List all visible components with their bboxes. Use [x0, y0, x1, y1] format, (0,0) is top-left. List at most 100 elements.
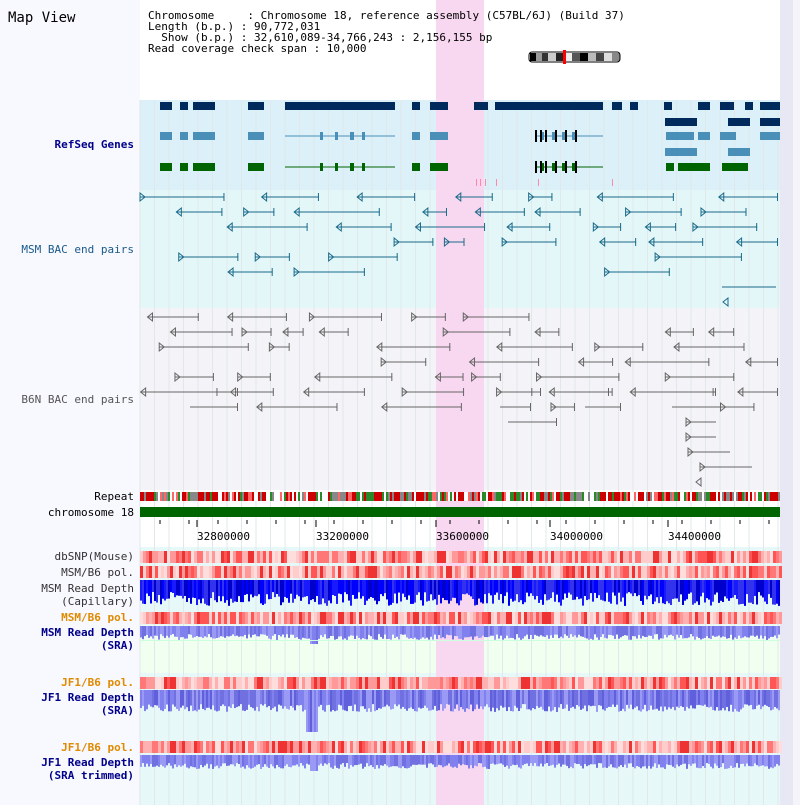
track-label-jf1-depth-trimmed[interactable]: JF1 Read Depth (SRA trimmed) [0, 756, 134, 782]
jf1-b6-pol-cell [200, 677, 203, 689]
msm-capillary-depth-bar [322, 580, 324, 599]
track-label-msm-depth-sra[interactable]: MSM Read Depth (SRA) [0, 626, 134, 652]
msm-b6-pol-cell [230, 566, 233, 578]
repeat-element [406, 492, 408, 501]
msm-sra-depth-bar [704, 626, 706, 638]
jf1-b6-pol2-cell [485, 741, 488, 753]
msm-capillary-depth-bar [654, 580, 656, 602]
jf1-trimmed-depth-bar [318, 755, 320, 766]
msm-capillary-depth-bar [348, 580, 350, 601]
msm-capillary-depth-bar [210, 580, 212, 599]
jf1-b6-pol-cell [470, 677, 473, 689]
msm-capillary-depth-bar [652, 580, 654, 605]
repeat-element [158, 492, 160, 501]
msm-capillary-depth-bar [194, 580, 196, 599]
repeat-element [468, 492, 470, 501]
jf1-trimmed-depth-bar [326, 755, 328, 765]
refseq-gene-row1-exon [285, 102, 395, 110]
msm-capillary-depth-bar [620, 580, 622, 602]
dbsnp-cell [173, 551, 176, 563]
dbsnp-cell [689, 551, 692, 563]
jf1-trimmed-depth-bar [652, 755, 654, 767]
jf1-trimmed-depth-bar [558, 755, 560, 764]
jf1-b6-pol-cell [479, 677, 482, 689]
msm-b6-pol-cell [368, 566, 371, 578]
b6n-bac-pair-end [664, 371, 672, 383]
dbsnp-cell [752, 551, 755, 563]
repeat-element [156, 492, 158, 501]
jf1-sra-depth-bar [230, 690, 232, 708]
msm-capillary-depth-bar [714, 580, 716, 595]
track-label-jf1-b6-pol-2[interactable]: JF1/B6 pol. [61, 741, 134, 754]
msm-b6-pol-cell [425, 566, 428, 578]
msm-b6-pol-cell [767, 566, 770, 578]
jf1-sra-depth-bar [338, 690, 340, 705]
track-label-msm-b6-pol-2[interactable]: MSM/B6 pol. [61, 611, 134, 624]
repeat-element [774, 492, 776, 501]
msm-sra-depth-bar [690, 626, 692, 635]
refseq-gene-row3-exon [350, 132, 354, 140]
jf1-b6-pol-cell [206, 677, 209, 689]
dbsnp-cell [545, 551, 548, 563]
jf1-b6-pol2-cell [428, 741, 431, 753]
track-label-msm-b6-pol-1[interactable]: MSM/B6 pol. [61, 566, 134, 579]
msm-capillary-depth-bar [558, 580, 560, 603]
msm-b6-pol-cell [584, 566, 587, 578]
msm-b6-pol2-cell [251, 612, 254, 624]
b6n-bac-pair-end [573, 403, 575, 411]
jf1-trimmed-depth-bar [640, 755, 642, 769]
dbsnp-cell [647, 551, 650, 563]
repeat-element [350, 492, 352, 501]
jf1-trimmed-depth-bar [140, 755, 142, 767]
track-label-jf1-b6-pol-1[interactable]: JF1/B6 pol. [61, 676, 134, 689]
jf1-b6-pol2-cell [671, 741, 674, 753]
jf1-sra-depth-bar [380, 690, 382, 709]
track-label-jf1-depth-sra[interactable]: JF1 Read Depth (SRA) [0, 691, 134, 717]
msm-capillary-depth-bar [286, 580, 288, 599]
jf1-b6-pol-cell [710, 677, 713, 689]
jf1-sra-depth-bar [246, 690, 248, 710]
track-label-msm-bac[interactable]: MSM BAC end pairs [21, 243, 134, 256]
track-label-repeat[interactable]: Repeat [94, 490, 134, 503]
msm-bac-pair-end [396, 253, 398, 261]
b6n-bac-pair-end [687, 446, 694, 458]
jf1-sra-depth-bar [746, 690, 748, 705]
msm-sra-depth-bar [338, 626, 340, 637]
jf1-b6-pol-cell [386, 677, 389, 689]
msm-b6-pol2-cell [722, 612, 725, 624]
dbsnp-cell [302, 551, 305, 563]
track-label-msm-depth-capillary[interactable]: MSM Read Depth (Capillary) [0, 582, 134, 608]
dbsnp-cell [638, 551, 641, 563]
msm-sra-depth-bar [460, 626, 462, 639]
msm-sra-depth-bar [198, 626, 200, 637]
jf1-sra-depth-bar [636, 690, 638, 707]
jf1-trimmed-depth-bar [656, 755, 658, 768]
jf1-b6-pol-cell [680, 677, 683, 689]
msm-b6-pol-cell [239, 566, 242, 578]
jf1-b6-pol-cell [221, 677, 224, 689]
msm-b6-pol2-cell [533, 612, 536, 624]
repeat-element [444, 492, 446, 501]
msm-capillary-depth-bar [778, 580, 780, 606]
msm-b6-pol2-cell [158, 612, 161, 624]
msm-capillary-depth-bar [324, 580, 326, 604]
track-label-b6n-bac[interactable]: B6N BAC end pairs [21, 393, 134, 406]
jf1-sra-depth-bar [714, 690, 716, 711]
msm-b6-pol2-cell [371, 612, 374, 624]
jf1-sra-depth-bar [524, 690, 526, 705]
jf1-sra-depth-bar [734, 690, 736, 709]
repeat-element [542, 492, 544, 501]
jf1-trimmed-depth-bar [208, 755, 210, 769]
jf1-trimmed-depth-bar [264, 755, 266, 765]
dbsnp-cell [656, 551, 659, 563]
msm-b6-pol2-cell [665, 612, 668, 624]
track-label-refseq[interactable]: RefSeq Genes [54, 138, 134, 151]
msm-capillary-depth-bar [404, 580, 406, 598]
msm-b6-pol-cell [695, 566, 698, 578]
msm-capillary-depth-bar [410, 580, 412, 604]
repeat-element [144, 492, 146, 501]
jf1-trimmed-depth-bar [330, 755, 332, 768]
track-label-dbsnp[interactable]: dbSNP(Mouse) [54, 550, 134, 563]
msm-sra-depth-bar [500, 626, 502, 636]
